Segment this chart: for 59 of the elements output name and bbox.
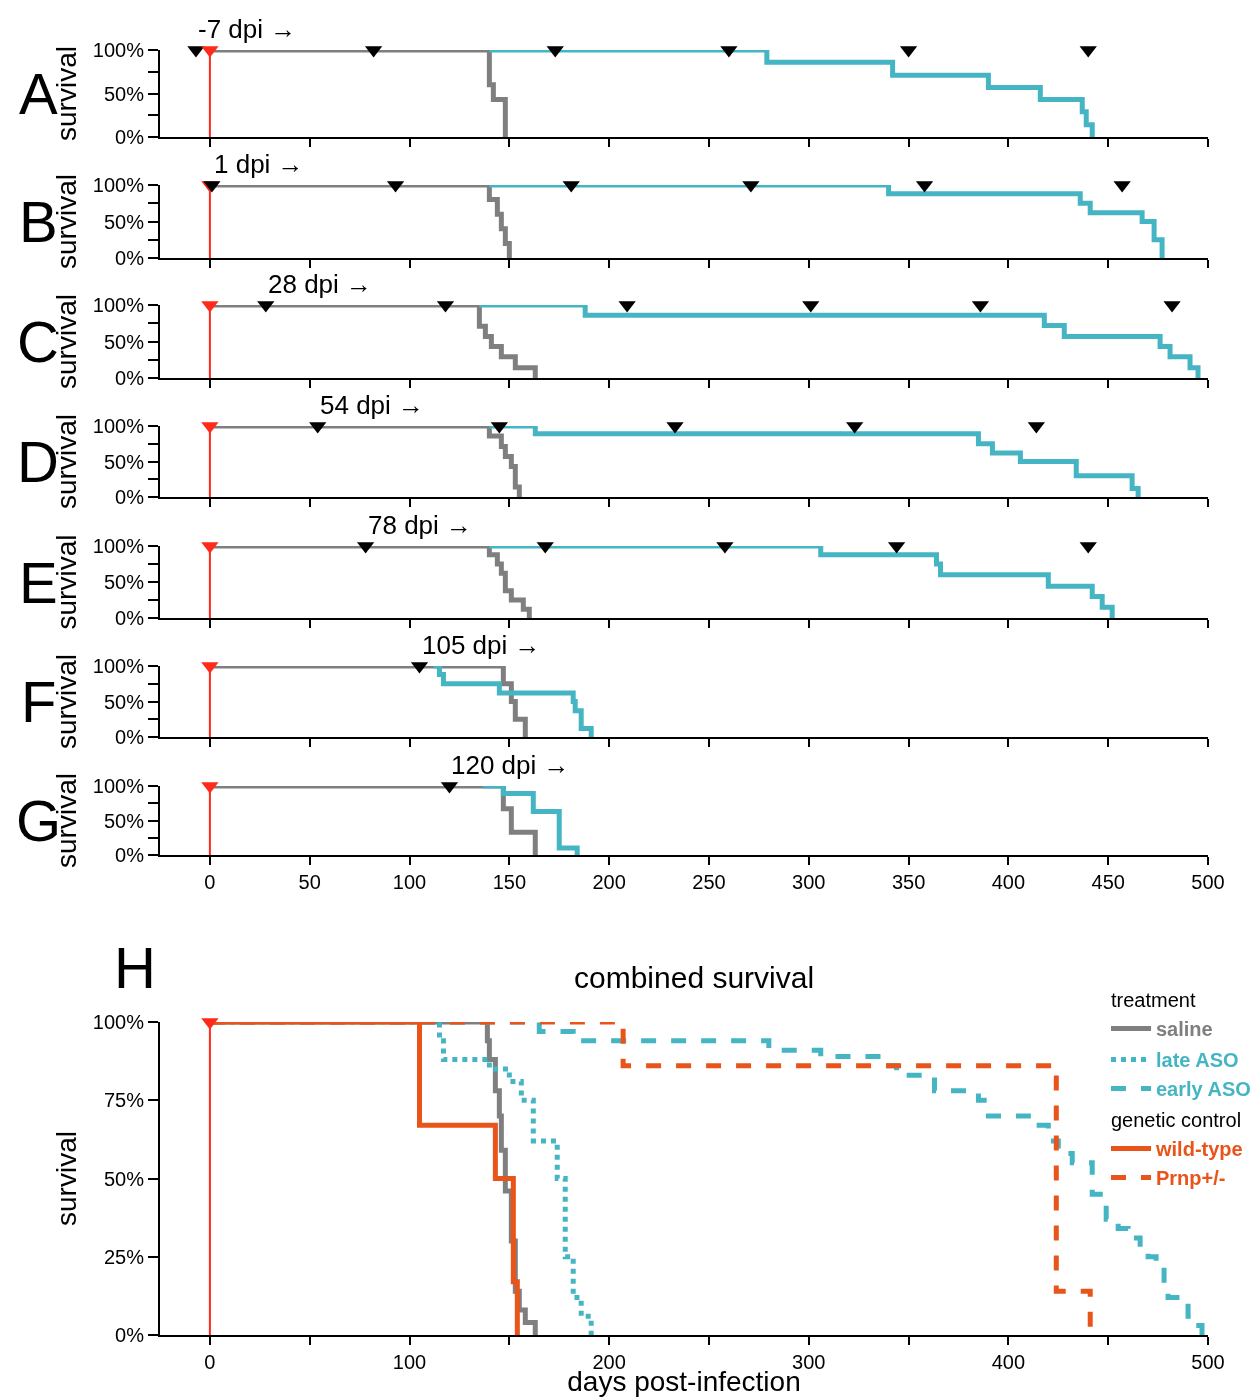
- x-tick-label: 150: [492, 871, 527, 893]
- y-tick-label: 50%: [103, 571, 145, 593]
- y-tick-label: 100%: [92, 174, 145, 196]
- y-axis-title: survival: [51, 1131, 83, 1226]
- x-tick-label: 100: [392, 871, 427, 893]
- y-tick-label: 100%: [92, 535, 145, 557]
- x-tick-label: 350: [891, 871, 926, 893]
- y-tick-label: 50%: [103, 809, 145, 832]
- x-tick-label: 0: [204, 871, 216, 893]
- legend-label: late ASO: [1156, 1049, 1239, 1072]
- y-tick-label: 0%: [115, 247, 145, 269]
- x-tick-label: 50: [298, 871, 321, 893]
- y-tick-label: 100%: [92, 1011, 145, 1033]
- y-tick-label: 0%: [115, 844, 145, 866]
- x-tick-label: 100: [392, 1351, 427, 1373]
- y-tick-label: 0%: [115, 486, 145, 508]
- x-tick-label: 300: [792, 871, 826, 893]
- legend-label: wild-type: [1155, 1138, 1243, 1161]
- y-tick-label: 0%: [115, 607, 145, 629]
- y-tick-label: 0%: [115, 367, 145, 389]
- y-tick-label: 100%: [92, 294, 145, 316]
- y-tick-label: 0%: [115, 726, 145, 748]
- annotation: 1 dpi →: [214, 149, 304, 179]
- annotation: 28 dpi →: [268, 269, 373, 299]
- y-tick-label: 0%: [115, 126, 145, 148]
- text: treatment: [1111, 989, 1196, 1012]
- x-tick-label: 500: [1191, 1351, 1225, 1373]
- y-tick-label: 100%: [92, 775, 145, 797]
- x-tick-label: 200: [592, 871, 626, 893]
- x-tick-label: 500: [1191, 871, 1225, 893]
- annotation: 78 dpi →: [368, 510, 473, 540]
- annotation: 54 dpi →: [320, 390, 425, 420]
- y-tick-label: 100%: [92, 39, 145, 61]
- y-tick-label: 50%: [103, 690, 145, 713]
- legend-label: Prnp+/-: [1156, 1167, 1226, 1190]
- annotation: 120 dpi →: [451, 750, 570, 780]
- x-tick-label: 250: [692, 871, 726, 893]
- y-tick-label: 100%: [92, 415, 145, 437]
- y-tick-label: 0%: [115, 1324, 145, 1346]
- x-tick-label: 400: [991, 1351, 1026, 1373]
- y-tick-label: 50%: [103, 330, 145, 353]
- annotation: -7 dpi →: [198, 14, 297, 44]
- text: H: [114, 935, 156, 1000]
- y-tick-label: 50%: [103, 1167, 145, 1190]
- y-tick-label: 75%: [103, 1089, 145, 1112]
- chart-title: combined survival: [574, 961, 815, 994]
- x-tick-label: 400: [991, 871, 1026, 893]
- y-tick-label: 50%: [103, 210, 145, 233]
- y-tick-label: 50%: [103, 450, 145, 473]
- y-tick-label: 50%: [103, 82, 145, 105]
- y-tick-label: 25%: [103, 1245, 145, 1268]
- legend-label: early ASO: [1156, 1078, 1251, 1101]
- x-tick-label: 0: [204, 1351, 216, 1373]
- text: genetic control: [1111, 1109, 1242, 1132]
- x-tick-label: 450: [1091, 871, 1125, 893]
- annotation: 105 dpi →: [422, 630, 541, 660]
- legend-label: saline: [1156, 1018, 1213, 1041]
- y-tick-label: 100%: [92, 655, 145, 677]
- x-tick-label: 300: [792, 1351, 826, 1373]
